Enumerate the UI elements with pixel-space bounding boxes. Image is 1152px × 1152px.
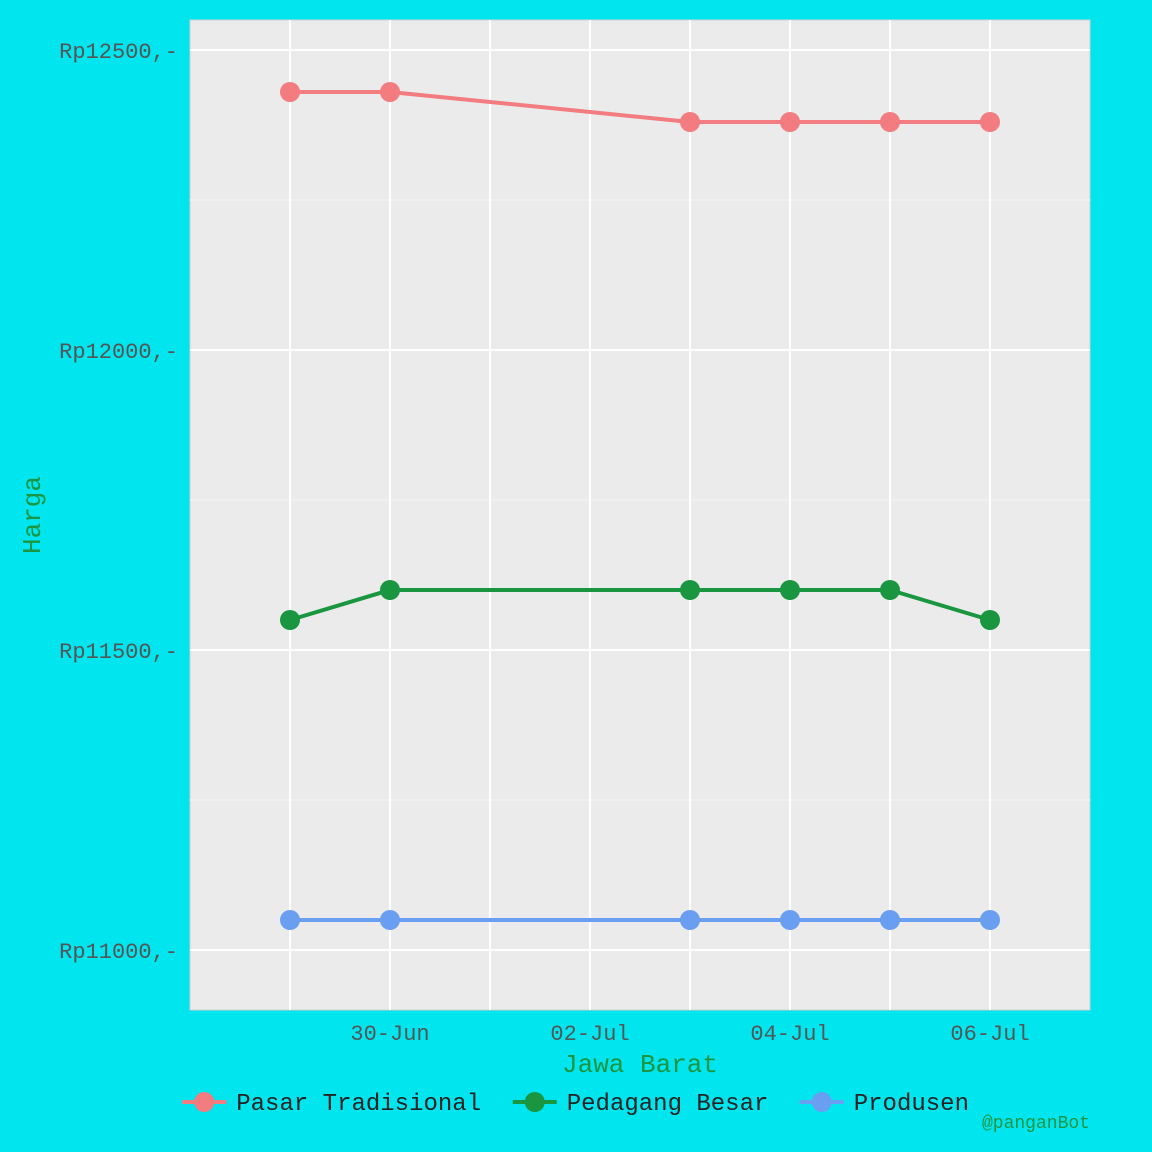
y-tick-label: Rp11000,- xyxy=(59,940,178,965)
y-tick-label: Rp12500,- xyxy=(59,40,178,65)
y-tick-label: Rp11500,- xyxy=(59,640,178,665)
x-tick-label: 30-Jun xyxy=(350,1022,429,1047)
series-marker xyxy=(680,112,700,132)
series-marker xyxy=(980,112,1000,132)
series-marker xyxy=(780,910,800,930)
x-tick-label: 06-Jul xyxy=(950,1022,1029,1047)
series-marker xyxy=(880,910,900,930)
series-marker xyxy=(280,610,300,630)
legend-label: Produsen xyxy=(854,1091,969,1118)
watermark: @panganBot xyxy=(982,1114,1090,1134)
legend-swatch-marker xyxy=(525,1092,545,1112)
y-tick-label: Rp12000,- xyxy=(59,340,178,365)
x-tick-label: 02-Jul xyxy=(550,1022,629,1047)
y-axis-title: Harga xyxy=(18,476,48,554)
series-marker xyxy=(680,910,700,930)
legend-swatch-marker xyxy=(194,1092,214,1112)
series-marker xyxy=(380,580,400,600)
series-marker xyxy=(280,82,300,102)
series-marker xyxy=(980,910,1000,930)
x-axis-title: Jawa Barat xyxy=(562,1050,718,1080)
legend-label: Pedagang Besar xyxy=(567,1091,769,1118)
series-marker xyxy=(380,82,400,102)
legend-swatch-marker xyxy=(812,1092,832,1112)
series-marker xyxy=(280,910,300,930)
chart-container: Rp11000,- Rp11500,- Rp12000,- Rp12500,- 30-J… xyxy=(0,0,1152,1152)
series-marker xyxy=(780,580,800,600)
x-tick-label: 04-Jul xyxy=(750,1022,829,1047)
plot-panel xyxy=(190,20,1090,1010)
series-marker xyxy=(780,112,800,132)
series-marker xyxy=(880,580,900,600)
legend-label: Pasar Tradisional xyxy=(236,1091,481,1118)
series-marker xyxy=(680,580,700,600)
price-line-chart: Rp11000,- Rp11500,- Rp12000,- Rp12500,- 30-J… xyxy=(0,0,1152,1152)
series-marker xyxy=(880,112,900,132)
series-marker xyxy=(980,610,1000,630)
series-marker xyxy=(380,910,400,930)
